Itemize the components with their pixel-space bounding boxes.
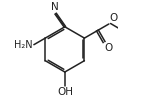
- Text: O: O: [109, 13, 118, 23]
- Text: OH: OH: [57, 87, 73, 97]
- Text: O: O: [105, 43, 113, 53]
- Text: N: N: [51, 2, 59, 12]
- Text: H₂N: H₂N: [14, 40, 33, 50]
